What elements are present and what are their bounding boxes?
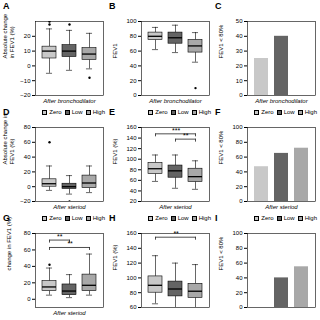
svg-text:FEV1 < 80%: FEV1 < 80%	[218, 130, 224, 165]
svg-text:**: **	[183, 132, 189, 139]
svg-text:−20: −20	[20, 198, 31, 204]
svg-text:80: 80	[130, 167, 137, 173]
svg-text:100: 100	[126, 18, 137, 24]
svg-text:***: ***	[172, 127, 180, 134]
svg-text:80: 80	[130, 290, 137, 296]
svg-text:0: 0	[27, 296, 31, 302]
svg-text:140: 140	[126, 135, 137, 141]
svg-text:FEV1 < 80%: FEV1 < 80%	[218, 236, 224, 271]
svg-text:40: 40	[236, 275, 243, 281]
svg-text:60: 60	[130, 304, 137, 310]
svg-text:−10: −10	[20, 78, 31, 84]
svg-text:FEV1 (%): FEV1 (%)	[112, 244, 118, 270]
svg-text:20: 20	[236, 184, 243, 190]
svg-text:change in FEV1 (%): change in FEV1 (%)	[6, 217, 12, 271]
svg-text:100: 100	[126, 275, 137, 281]
svg-text:40: 40	[130, 63, 137, 69]
svg-text:20: 20	[236, 63, 243, 69]
svg-text:60: 60	[24, 139, 31, 145]
svg-text:80: 80	[130, 33, 137, 39]
svg-text:40: 40	[24, 154, 31, 160]
svg-text:0: 0	[239, 198, 243, 204]
svg-text:20: 20	[24, 280, 31, 286]
svg-text:100: 100	[232, 230, 243, 236]
svg-text:After bronchodilator: After bronchodilator	[254, 98, 308, 104]
svg-text:20: 20	[130, 198, 137, 204]
svg-text:After steriod: After steriod	[264, 204, 298, 210]
svg-text:60: 60	[130, 48, 137, 54]
svg-text:80: 80	[236, 139, 243, 145]
svg-text:80: 80	[24, 230, 31, 236]
svg-text:60: 60	[236, 260, 243, 266]
svg-text:−20: −20	[20, 92, 31, 98]
svg-text:120: 120	[126, 146, 137, 152]
svg-text:**: **	[57, 233, 63, 240]
svg-text:20: 20	[24, 33, 31, 39]
svg-text:120: 120	[126, 260, 137, 266]
svg-text:50: 50	[236, 18, 243, 24]
svg-text:After steriod: After steriod	[52, 310, 86, 316]
svg-text:After bronchodilator: After bronchodilator	[148, 98, 202, 104]
svg-text:40: 40	[24, 263, 31, 269]
svg-text:40: 40	[236, 169, 243, 175]
svg-text:FEV1 (%): FEV1 (%)	[112, 138, 118, 164]
svg-text:Absolute change inFEV1 (%): Absolute change inFEV1 (%)	[2, 113, 15, 164]
svg-text:0: 0	[133, 92, 137, 98]
svg-text:20: 20	[236, 290, 243, 296]
svg-text:100: 100	[126, 156, 137, 162]
svg-text:160: 160	[126, 124, 137, 130]
svg-text:20: 20	[24, 169, 31, 175]
svg-text:FEV1: FEV1	[112, 43, 118, 59]
svg-text:80: 80	[24, 124, 31, 130]
svg-text:0: 0	[27, 63, 31, 69]
svg-text:60: 60	[130, 177, 137, 183]
svg-text:30: 30	[236, 48, 243, 54]
svg-text:**: **	[67, 240, 73, 247]
svg-text:After steriod: After steriod	[52, 204, 86, 210]
svg-text:60: 60	[236, 154, 243, 160]
svg-text:10: 10	[236, 78, 243, 84]
svg-text:160: 160	[126, 230, 137, 236]
svg-text:FEV1 < 80%: FEV1 < 80%	[218, 24, 224, 59]
svg-text:After steriod: After steriod	[158, 204, 192, 210]
svg-text:0: 0	[239, 304, 243, 310]
svg-text:100: 100	[232, 124, 243, 130]
svg-text:20: 20	[130, 78, 137, 84]
svg-text:0: 0	[27, 184, 31, 190]
svg-text:Absolute changein FEV1 (%): Absolute changein FEV1 (%)	[2, 13, 15, 58]
svg-text:40: 40	[130, 188, 137, 194]
svg-text:0: 0	[239, 92, 243, 98]
svg-text:After bronchodilator: After bronchodilator	[42, 98, 96, 104]
svg-text:60: 60	[24, 247, 31, 253]
svg-text:**: **	[173, 230, 179, 237]
svg-text:80: 80	[236, 245, 243, 251]
svg-text:10: 10	[24, 48, 31, 54]
svg-text:140: 140	[126, 245, 137, 251]
svg-text:40: 40	[236, 33, 243, 39]
